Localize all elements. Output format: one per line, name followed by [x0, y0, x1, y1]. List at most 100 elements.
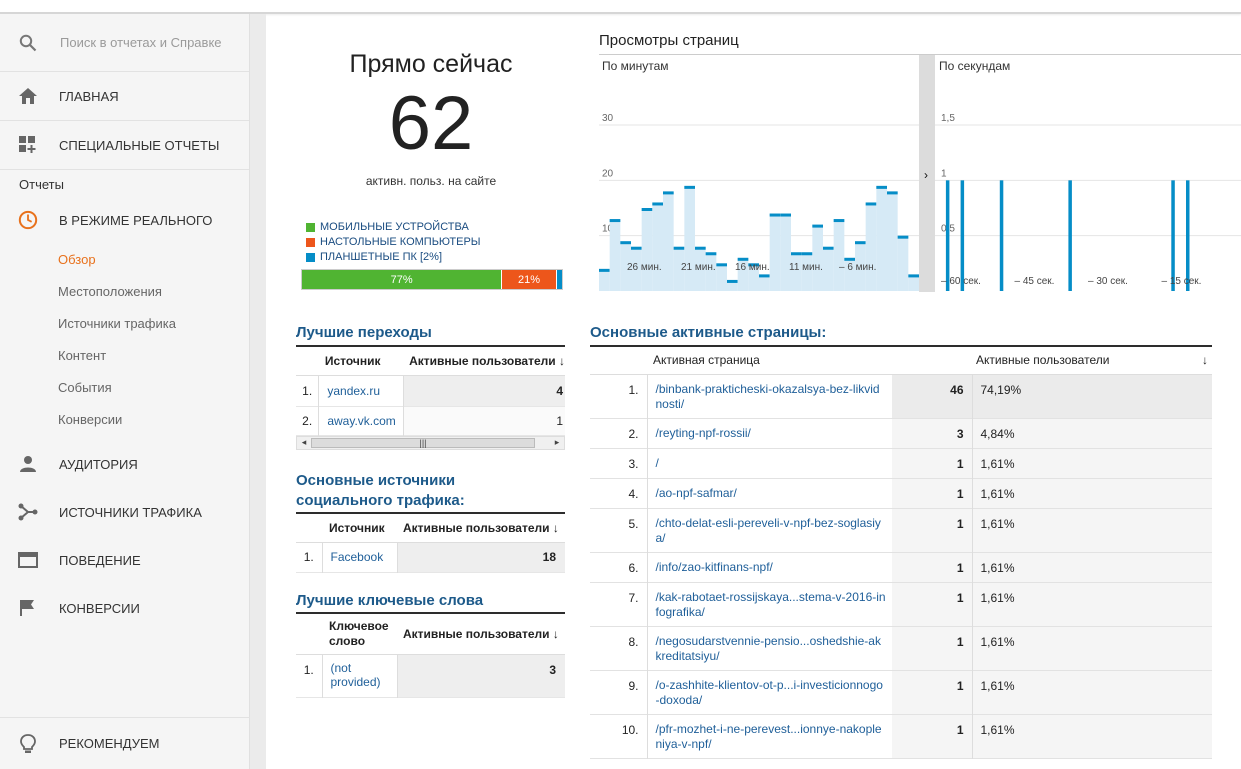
- legend-swatch: [306, 223, 315, 232]
- social-link[interactable]: Facebook: [330, 550, 384, 564]
- sidebar: ГЛАВНАЯ СПЕЦИАЛЬНЫЕ ОТЧЕТЫ Отчеты В РЕЖИ…: [0, 14, 250, 769]
- row-number: 1.: [590, 374, 648, 418]
- nav-audience-label: АУДИТОРИЯ: [59, 456, 138, 472]
- nav-recommend[interactable]: РЕКОМЕНДУЕМ: [0, 717, 250, 769]
- bar-area: [609, 219, 621, 291]
- active-page-link[interactable]: /info/zao-kitfinans-npf/: [655, 559, 773, 574]
- chart-divider[interactable]: [919, 55, 935, 292]
- active-page-link[interactable]: /kak-rabotaet-rossijskaya...stema-v-2016…: [655, 589, 886, 619]
- nav-acquisition[interactable]: ИСТОЧНИКИ ТРАФИКА: [0, 488, 249, 536]
- nav-behavior[interactable]: ПОВЕДЕНИЕ: [0, 536, 249, 584]
- pageviews-charts: › По минутам По секундам 10 20 30 26 мин. 21…: [599, 54, 1241, 292]
- active-page-link[interactable]: /ao-npf-safmar/: [655, 485, 737, 500]
- x-tick-label: 26 мин.: [627, 262, 662, 273]
- active-pages-title: Основные активные страницы:: [590, 324, 827, 341]
- row-number: 1.: [296, 654, 323, 697]
- row-percent: 1,61%: [971, 670, 1212, 714]
- bar-area: [684, 185, 695, 291]
- row-users: 1: [892, 670, 972, 714]
- sub-item-overview[interactable]: Обзор: [58, 252, 96, 267]
- row-percent: 1,61%: [971, 582, 1212, 626]
- col-active-users[interactable]: Активные пользователи ↓: [403, 347, 565, 375]
- y-tick-label: 30: [602, 113, 614, 124]
- table-row: 1. (not provided) 3: [296, 654, 565, 697]
- search-input[interactable]: [60, 35, 225, 50]
- col-active-page[interactable]: Активная страница: [653, 353, 760, 368]
- bar-area: [908, 274, 919, 291]
- referral-link[interactable]: away.vk.com: [327, 413, 396, 428]
- col-active-users[interactable]: Активные пользователи ↓: [397, 614, 565, 654]
- row-percent: 1,61%: [971, 714, 1212, 758]
- bar-area: [855, 241, 866, 291]
- bar-area: [801, 252, 813, 291]
- sub-item-locations[interactable]: Местоположения: [58, 284, 162, 299]
- nav-custom-reports[interactable]: СПЕЦИАЛЬНЫЕ ОТЧЕТЫ: [0, 121, 249, 170]
- scroll-thumb[interactable]: |||: [311, 437, 535, 448]
- active-page-link[interactable]: /negosudarstvennie-pensio...oshedshie-ak…: [655, 633, 881, 663]
- col-source[interactable]: Источник: [329, 520, 385, 535]
- pageviews-title: Просмотры страниц: [599, 32, 739, 49]
- table-row: 1./binbank-prakticheski-okazalsya-bez-li…: [590, 374, 1212, 418]
- active-page-link[interactable]: /reyting-npf-rossii/: [655, 425, 751, 440]
- active-page-link[interactable]: /chto-delat-esli-pereveli-v-npf-bez-sogl…: [655, 515, 881, 545]
- keyword-link[interactable]: (not provided): [330, 660, 381, 689]
- row-users: 46: [892, 374, 972, 418]
- bar-area: [833, 219, 845, 291]
- sort-down-icon: ↓: [1202, 353, 1208, 368]
- table-row: 2. away.vk.com 1: [296, 406, 565, 435]
- bar-area: [652, 202, 663, 291]
- scroll-right-icon[interactable]: ▸: [554, 437, 560, 447]
- nav-audience[interactable]: АУДИТОРИЯ: [0, 440, 249, 488]
- sidebar-search[interactable]: [0, 14, 249, 72]
- search-icon: [18, 33, 38, 53]
- sub-item-traffic-sources[interactable]: Источники трафика: [58, 316, 176, 331]
- nav-acquisition-label: ИСТОЧНИКИ ТРАФИКА: [59, 504, 202, 520]
- active-page-link[interactable]: /o-zashhite-klientov-ot-p...i-investicio…: [655, 677, 883, 707]
- row-percent: 1,61%: [971, 448, 1212, 478]
- horizontal-scrollbar[interactable]: ◂ ||| ▸: [296, 435, 565, 450]
- table-row: 6. /info/zao-kitfinans-npf/1 1,61%: [590, 552, 1212, 582]
- bar-area: [812, 224, 823, 291]
- col-keyword[interactable]: Ключевое слово: [329, 618, 389, 648]
- active-page-link[interactable]: /: [655, 455, 659, 470]
- col-active-users[interactable]: Активные пользователи ↓: [397, 514, 565, 542]
- bar-area: [791, 252, 802, 291]
- per-minute-chart: 10 20 30 26 мин. 21 мин. 16 мин. 11 мин. – 6 ми…: [599, 113, 919, 291]
- scroll-left-icon[interactable]: ◂: [301, 437, 307, 447]
- nav-realtime[interactable]: В РЕЖИМЕ РЕАЛЬНОГО: [0, 200, 249, 240]
- bar-area: [780, 213, 791, 291]
- active-page-link[interactable]: /binbank-prakticheski-okazalsya-bez-likv…: [655, 381, 880, 411]
- table-row: 5./chto-delat-esli-pereveli-v-npf-bez-so…: [590, 508, 1212, 552]
- row-users: 1: [892, 626, 972, 670]
- col-active-users[interactable]: Активные пользователи ↓: [972, 347, 1212, 374]
- y-tick-label: 1: [941, 168, 947, 179]
- bar-top: [801, 252, 813, 256]
- bar: [999, 180, 1004, 291]
- col-source[interactable]: Источник: [324, 353, 381, 368]
- bar-top: [641, 208, 653, 211]
- bar-top: [823, 246, 834, 250]
- keywords-table: Ключевое слово Активные пользователи ↓ 1…: [296, 612, 565, 698]
- bar-top: [855, 241, 866, 245]
- sub-item-events[interactable]: События: [58, 380, 112, 395]
- nav-home[interactable]: ГЛАВНАЯ: [0, 72, 249, 121]
- bar-top: [673, 246, 685, 250]
- row-number: 5.: [590, 508, 648, 552]
- active-users-count: 62: [388, 81, 474, 166]
- table-row: 2. /reyting-npf-rossii/3 4,84%: [590, 418, 1212, 448]
- referral-link[interactable]: yandex.ru: [327, 383, 381, 398]
- nav-conversions[interactable]: КОНВЕРСИИ: [0, 584, 249, 632]
- sub-item-content[interactable]: Контент: [58, 348, 107, 363]
- divider-arrow-icon[interactable]: ›: [924, 168, 928, 182]
- per-second-chart: 0,511,5– 60 сек.– 45 сек.– 30 сек.– 15 с…: [935, 113, 1241, 291]
- legend-item-desktop: НАСТОЛЬНЫЕ КОМПЬЮТЕРЫ: [306, 235, 481, 250]
- bar-area: [865, 202, 877, 291]
- table-row: 9./o-zashhite-klientov-ot-p...i-investic…: [590, 670, 1212, 714]
- table-row: 10./pfr-mozhet-i-ne-perevest...ionnye-na…: [590, 714, 1212, 758]
- active-page-link[interactable]: /pfr-mozhet-i-ne-perevest...ionnye-nakop…: [655, 721, 882, 751]
- row-users: 1: [892, 552, 972, 582]
- bar-area: [897, 235, 909, 291]
- bar-top: [844, 257, 855, 261]
- sub-item-conversions[interactable]: Конверсии: [58, 412, 123, 427]
- referrals-title: Лучшие переходы: [296, 324, 432, 341]
